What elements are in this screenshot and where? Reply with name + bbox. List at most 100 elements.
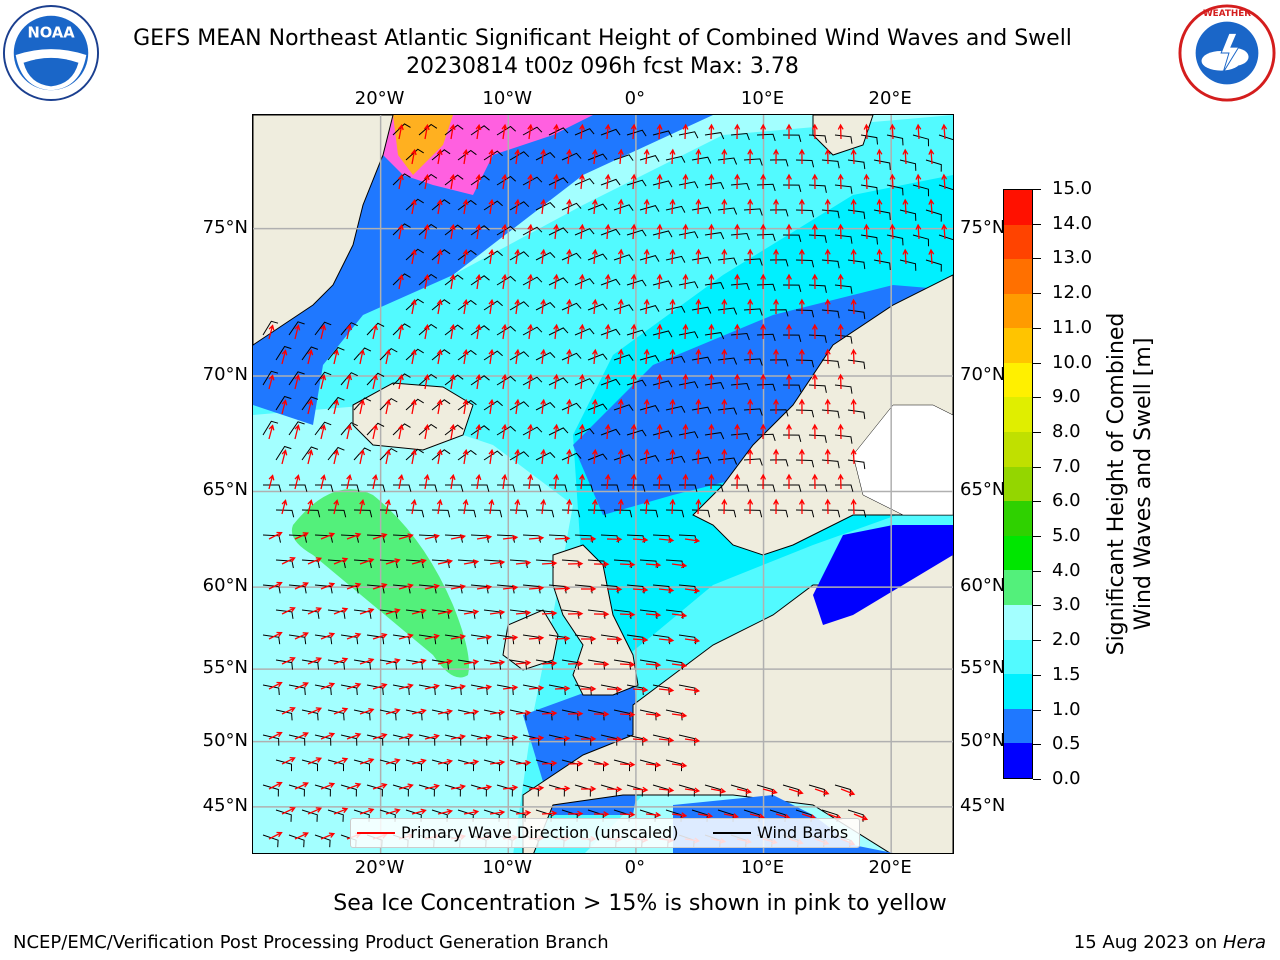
wind-barb: [496, 734, 514, 746]
wave-direction-arrow: [372, 473, 378, 490]
wave-direction-arrow: [645, 761, 662, 768]
wave-direction-arrow: [837, 373, 844, 390]
wind-barb: [431, 759, 448, 772]
wind-barb: [340, 322, 358, 336]
colorbar-tick-1: 0.5: [1052, 733, 1081, 755]
wave-direction-arrow: [541, 810, 558, 817]
wave-direction-arrow: [410, 348, 417, 365]
wave-direction-arrow: [669, 398, 676, 415]
wave-direction-arrow: [619, 561, 636, 568]
wave-direction-arrow: [488, 298, 495, 315]
wind-barb: [262, 320, 279, 336]
wave-direction-arrow: [502, 634, 519, 641]
wind-barb: [509, 301, 530, 311]
colorbar-tickmark-0: [1033, 779, 1041, 780]
wave-direction-arrow: [281, 606, 296, 615]
wind-barb: [366, 584, 385, 594]
wind-barb: [561, 202, 582, 211]
wave-direction-arrow: [604, 473, 611, 490]
wind-barb: [262, 634, 281, 645]
wind-barb: [444, 274, 464, 286]
wave-direction-arrow: [567, 710, 584, 717]
wind-barb: [340, 684, 358, 696]
wave-direction-arrow: [695, 448, 702, 465]
wave-direction-arrow: [294, 782, 309, 790]
wave-direction-arrow: [449, 223, 456, 240]
wave-direction-arrow: [307, 657, 323, 665]
wave-direction-arrow: [630, 173, 637, 190]
wave-direction-arrow: [528, 735, 545, 742]
y-tick-right-1: 70°N: [960, 363, 1006, 385]
wave-direction-arrow: [515, 809, 532, 816]
wave-direction-arrow: [682, 223, 689, 240]
map-legend: Primary Wave Direction (unscaled) Wind B…: [350, 818, 860, 848]
wave-direction-arrow: [320, 632, 336, 640]
wind-barb: [275, 659, 293, 670]
wave-direction-arrow: [773, 298, 779, 315]
wind-barb: [314, 534, 333, 543]
wave-direction-arrow: [449, 173, 456, 190]
wave-direction-arrow: [437, 608, 454, 615]
wave-direction-arrow: [540, 248, 547, 265]
wind-barb: [470, 375, 490, 386]
wind-barb: [769, 159, 789, 167]
land-ireland: [502, 609, 559, 671]
wind-barb: [483, 150, 503, 161]
wave-direction-arrow: [632, 736, 649, 743]
wave-direction-arrow: [798, 498, 805, 515]
wind-barb: [535, 201, 556, 211]
wind-barb: [652, 130, 673, 138]
wave-direction-arrow: [566, 198, 573, 215]
wave-direction-arrow: [682, 423, 689, 440]
wave-direction-arrow: [281, 399, 288, 415]
wave-direction-arrow: [307, 757, 323, 765]
wave-direction-arrow: [541, 560, 558, 567]
wind-barb: [509, 201, 530, 211]
wave-direction-arrow: [721, 198, 728, 215]
wind-barb: [561, 352, 582, 361]
wave-direction-arrow: [682, 323, 689, 340]
wave-direction-arrow: [632, 586, 649, 593]
wave-direction-arrow: [489, 809, 506, 816]
wind-barb: [314, 421, 332, 436]
wave-direction-arrow: [850, 148, 857, 165]
wave-direction-arrow: [528, 535, 545, 542]
wind-barb: [561, 152, 582, 161]
wind-barb: [730, 232, 750, 241]
wave-direction-arrow: [695, 348, 702, 365]
wave-direction-arrow: [385, 658, 401, 665]
wave-direction-arrow: [281, 556, 296, 565]
legend-label-wave-direction: Primary Wave Direction (unscaled): [401, 823, 679, 842]
wave-direction-arrow: [734, 323, 741, 340]
wave-direction-arrow: [528, 685, 545, 692]
wind-barb: [483, 250, 503, 261]
wind-barb: [522, 426, 543, 436]
wave-direction-arrow: [811, 373, 818, 390]
wave-direction-arrow: [281, 499, 288, 515]
wind-barb: [366, 784, 383, 797]
wave-direction-arrow: [476, 634, 493, 641]
wave-direction-arrow: [268, 424, 275, 440]
wave-direction-arrow: [527, 223, 534, 240]
wave-direction-arrow: [579, 423, 585, 440]
wave-direction-arrow: [540, 398, 547, 415]
wind-barb: [535, 251, 556, 261]
wave-direction-arrow: [527, 323, 534, 340]
wave-direction-arrow: [773, 348, 779, 365]
colorbar-label-line2: Wind Waves and Swell [m]: [1131, 337, 1156, 631]
wave-direction-arrow: [671, 562, 688, 569]
wind-barb: [262, 734, 280, 746]
wind-barb: [574, 378, 595, 386]
wave-direction-arrow: [671, 812, 688, 819]
wave-direction-arrow: [333, 807, 349, 815]
wind-barb: [405, 298, 424, 311]
wave-direction-arrow: [489, 559, 506, 566]
wave-direction-arrow: [489, 609, 506, 616]
colorbar-tickmark-4: [1033, 640, 1041, 642]
wind-barb: [626, 329, 647, 337]
wave-direction-arrow: [307, 807, 323, 815]
wave-direction-arrow: [437, 758, 454, 765]
wind-barb: [743, 358, 763, 366]
wave-direction-arrow: [515, 759, 532, 766]
wave-direction-arrow: [476, 784, 493, 791]
